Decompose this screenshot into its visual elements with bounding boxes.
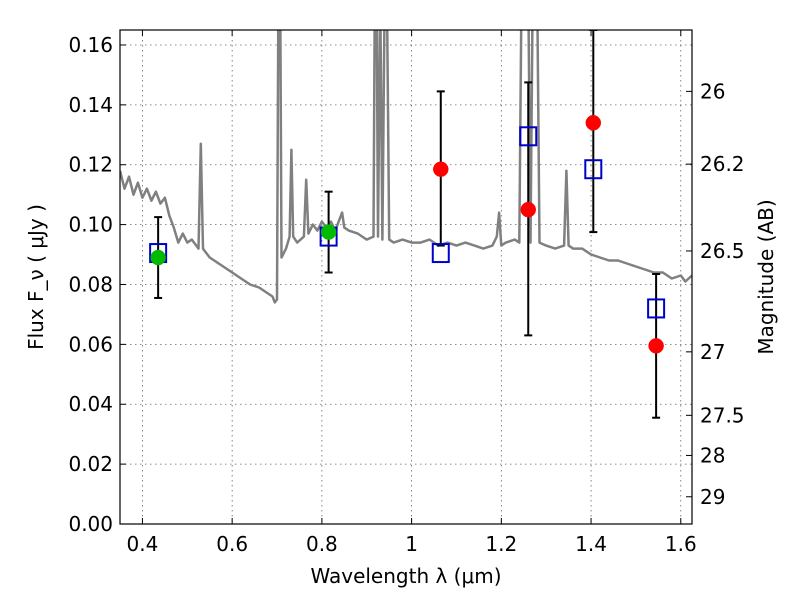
y-tick-label: 0.02 bbox=[68, 452, 113, 476]
y2-tick-label: 26.5 bbox=[700, 239, 745, 263]
model-box-marker bbox=[584, 159, 603, 180]
y-tick-label: 0.00 bbox=[68, 512, 113, 536]
x-axis-label: Wavelength λ (μm) bbox=[310, 564, 501, 588]
observed-point bbox=[585, 115, 602, 131]
x-tick-label: 1.2 bbox=[485, 532, 517, 556]
y-tick-label: 0.06 bbox=[68, 332, 113, 356]
y-tick-label: 0.08 bbox=[68, 272, 113, 296]
observed-point bbox=[433, 161, 449, 177]
grid-lines bbox=[120, 30, 692, 525]
y2-tick-label: 27.5 bbox=[700, 403, 745, 427]
model-spectrum-line bbox=[120, 30, 692, 304]
y2-tick-label: 28 bbox=[700, 443, 725, 467]
y2-tick-label: 26 bbox=[700, 79, 725, 103]
x-tick-label: 0.8 bbox=[306, 532, 338, 556]
y-axis-label: Flux F_ν ( μJy ) bbox=[24, 204, 48, 350]
y-tick-label: 0.16 bbox=[68, 33, 113, 57]
observed-point bbox=[648, 338, 664, 354]
plot-frame bbox=[119, 29, 693, 525]
observed-point bbox=[520, 201, 537, 218]
y2-axis-label: Magnitude (AB) bbox=[754, 199, 778, 354]
model-box-marker bbox=[519, 126, 538, 147]
model-box-marker bbox=[647, 298, 666, 319]
model-box-marker bbox=[431, 243, 450, 264]
y-tick-label: 0.12 bbox=[68, 153, 113, 177]
x-tick-label: 1 bbox=[405, 532, 418, 556]
observed-point bbox=[150, 249, 166, 266]
observed-point bbox=[320, 224, 337, 240]
axis-ticks: 0.4 0.6 0.8 1 1.2 1.4 1.6 0.00 0.02 0.04 0.06 0.08 0… bbox=[68, 30, 745, 556]
y2-tick-label: 29 bbox=[700, 485, 725, 509]
y-tick-label: 0.14 bbox=[68, 93, 113, 117]
x-tick-label: 1.6 bbox=[665, 532, 697, 556]
y-tick-label: 0.04 bbox=[68, 392, 113, 416]
x-tick-label: 1.4 bbox=[575, 532, 607, 556]
y2-tick-label: 27 bbox=[700, 340, 725, 364]
y2-tick-label: 26.2 bbox=[700, 152, 745, 176]
x-tick-label: 0.6 bbox=[216, 532, 248, 556]
y-tick-label: 0.10 bbox=[68, 213, 113, 237]
x-tick-label: 0.4 bbox=[127, 532, 159, 556]
plot-area bbox=[120, 30, 692, 419]
